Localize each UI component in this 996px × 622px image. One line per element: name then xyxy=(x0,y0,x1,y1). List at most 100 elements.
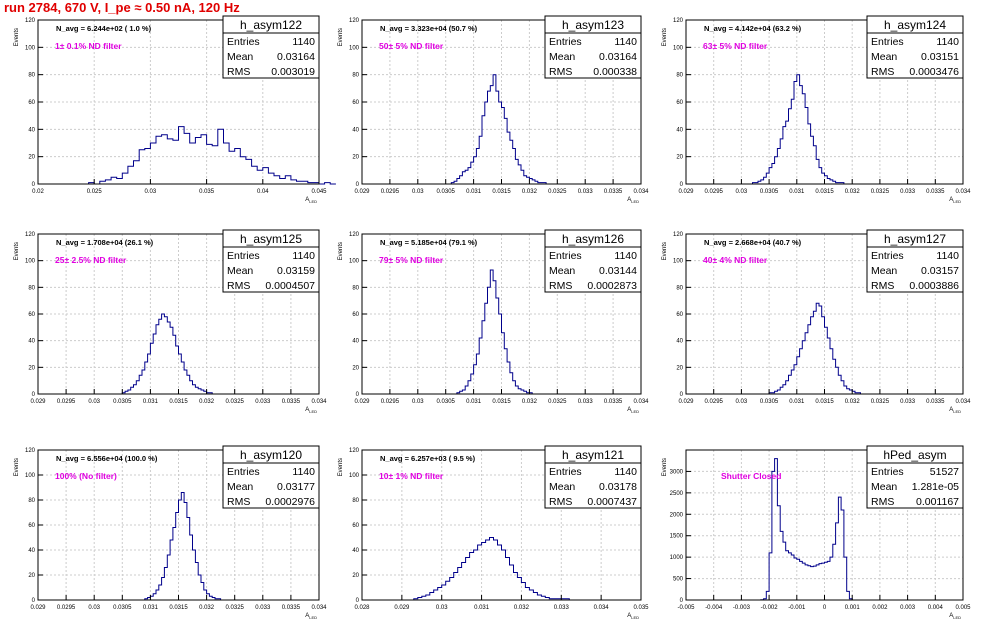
navg-label: N_avg = 2.668e+04 (40.7 %) xyxy=(704,238,802,247)
y-tick-label: 80 xyxy=(352,498,359,504)
y-tick-label: 2500 xyxy=(670,491,684,497)
x-tick-label: 0.03 xyxy=(412,189,424,195)
stats-rms-label: RMS xyxy=(227,496,250,508)
y-tick-label: 80 xyxy=(28,498,35,504)
stats-entries-value: 1140 xyxy=(936,250,959,262)
y-tick-label: 0 xyxy=(32,392,36,398)
x-tick-label: 0.04 xyxy=(257,189,269,195)
stats-mean-value: 0.03144 xyxy=(599,265,637,277)
x-tick-label: 0.002 xyxy=(872,605,888,611)
x-tick-label: 0.031 xyxy=(474,605,490,611)
x-tick-label: 0.03 xyxy=(88,399,100,405)
histogram-line xyxy=(121,313,213,394)
x-tick-label: 0.03 xyxy=(145,189,157,195)
x-tick-label: 0.03 xyxy=(736,189,748,195)
x-tick-label: 0.032 xyxy=(845,399,861,405)
stats-box xyxy=(222,15,320,79)
x-tick-label: -0.003 xyxy=(733,605,751,611)
stats-box xyxy=(866,229,964,293)
y-tick-label: 0 xyxy=(32,182,36,188)
y-tick-label: 80 xyxy=(352,285,359,291)
y-tick-label: 2000 xyxy=(670,512,684,518)
x-axis-label: ALED xyxy=(627,197,639,204)
stats-rms-label: RMS xyxy=(871,496,894,508)
stats-rms-value: 0.003019 xyxy=(271,66,315,78)
histogram-pad: 0.02 0.025 0.03 0.035 0.04 0.045 0 20 40 60 80 100 1… xyxy=(14,15,336,204)
y-tick-label: 20 xyxy=(676,155,683,161)
stats-entries-value: 1140 xyxy=(936,36,959,48)
x-tick-label: 0.034 xyxy=(311,399,327,405)
stats-rms-label: RMS xyxy=(549,280,572,292)
x-tick-label: 0.0295 xyxy=(57,399,76,405)
x-tick-label: 0.025 xyxy=(87,189,103,195)
y-tick-label: 100 xyxy=(673,259,684,265)
stats-title: h_asym127 xyxy=(884,232,946,246)
y-tick-label: 120 xyxy=(349,232,360,238)
stats-rms-value: 0.0002873 xyxy=(587,280,637,292)
x-tick-label: 0.034 xyxy=(955,189,971,195)
histogram-pad: 0.029 0.0295 0.03 0.0305 0.031 0.0315 0.032 0.0… xyxy=(338,229,649,414)
x-tick-label: 0.0295 xyxy=(705,399,724,405)
filter-label: 10± 1% ND filter xyxy=(379,471,444,481)
y-tick-label: 20 xyxy=(676,365,683,371)
y-tick-label: 100 xyxy=(25,45,36,51)
x-tick-label: 0.031 xyxy=(789,189,805,195)
x-tick-label: 0.029 xyxy=(678,399,694,405)
histogram-line xyxy=(144,492,222,600)
histogram-pad: 0.029 0.0295 0.03 0.0305 0.031 0.0315 0.032 0.0… xyxy=(662,15,971,204)
stats-entries-label: Entries xyxy=(227,466,260,478)
x-tick-label: 0.031 xyxy=(143,605,159,611)
x-tick-label: 0.033 xyxy=(578,189,594,195)
x-tick-label: 0.0305 xyxy=(760,189,779,195)
stats-mean-value: 0.03178 xyxy=(599,481,637,493)
stats-entries-value: 1140 xyxy=(292,36,315,48)
x-tick-label: 0.034 xyxy=(633,399,649,405)
stats-box xyxy=(544,15,642,79)
y-tick-label: 60 xyxy=(352,523,359,529)
y-tick-label: 40 xyxy=(352,548,359,554)
x-tick-label: 0.0315 xyxy=(492,399,511,405)
x-axis-label: ALED xyxy=(949,197,961,204)
y-tick-label: 80 xyxy=(676,73,683,79)
x-axis-label: ALED xyxy=(627,613,639,620)
y-axis-label: Events xyxy=(338,28,344,46)
stats-title: h_asym122 xyxy=(240,18,302,32)
x-tick-label: 0.033 xyxy=(578,399,594,405)
stats-title: h_asym121 xyxy=(562,448,624,462)
filter-label: 79± 5% ND filter xyxy=(379,255,444,265)
x-axis-label: ALED xyxy=(305,407,317,414)
stats-rms-value: 0.000338 xyxy=(593,66,637,78)
x-tick-label: 0.0335 xyxy=(926,189,945,195)
navg-label: N_avg = 6.556e+04 (100.0 %) xyxy=(56,454,158,463)
y-tick-label: 60 xyxy=(676,100,683,106)
x-tick-label: 0.0325 xyxy=(548,189,567,195)
x-tick-label: 0.029 xyxy=(30,399,46,405)
stats-entries-label: Entries xyxy=(871,36,904,48)
y-tick-label: 40 xyxy=(352,127,359,133)
x-tick-label: 0.033 xyxy=(255,605,271,611)
stats-mean-value: 0.03177 xyxy=(277,481,315,493)
y-tick-label: 100 xyxy=(349,473,360,479)
stats-rms-value: 0.0007437 xyxy=(587,496,637,508)
stats-rms-label: RMS xyxy=(871,280,894,292)
x-tick-label: 0.035 xyxy=(633,605,649,611)
navg-label: N_avg = 1.708e+04 (26.1 %) xyxy=(56,238,154,247)
x-tick-label: 0.0305 xyxy=(760,399,779,405)
y-tick-label: 100 xyxy=(25,259,36,265)
stats-entries-label: Entries xyxy=(227,36,260,48)
y-tick-label: 20 xyxy=(352,365,359,371)
histogram-line xyxy=(450,74,547,184)
y-tick-label: 120 xyxy=(673,18,684,24)
stats-box xyxy=(222,229,320,293)
stats-rms-label: RMS xyxy=(227,66,250,78)
y-axis-label: Events xyxy=(14,28,20,46)
y-tick-label: 20 xyxy=(352,573,359,579)
y-axis-label: Events xyxy=(14,458,20,476)
y-tick-label: 0 xyxy=(356,392,360,398)
stats-rms-label: RMS xyxy=(549,496,572,508)
navg-label: N_avg = 5.185e+04 (79.1 %) xyxy=(380,238,478,247)
filter-label: 50± 5% ND filter xyxy=(379,41,444,51)
histogram-line xyxy=(456,269,533,394)
x-tick-label: 0.0335 xyxy=(282,605,301,611)
